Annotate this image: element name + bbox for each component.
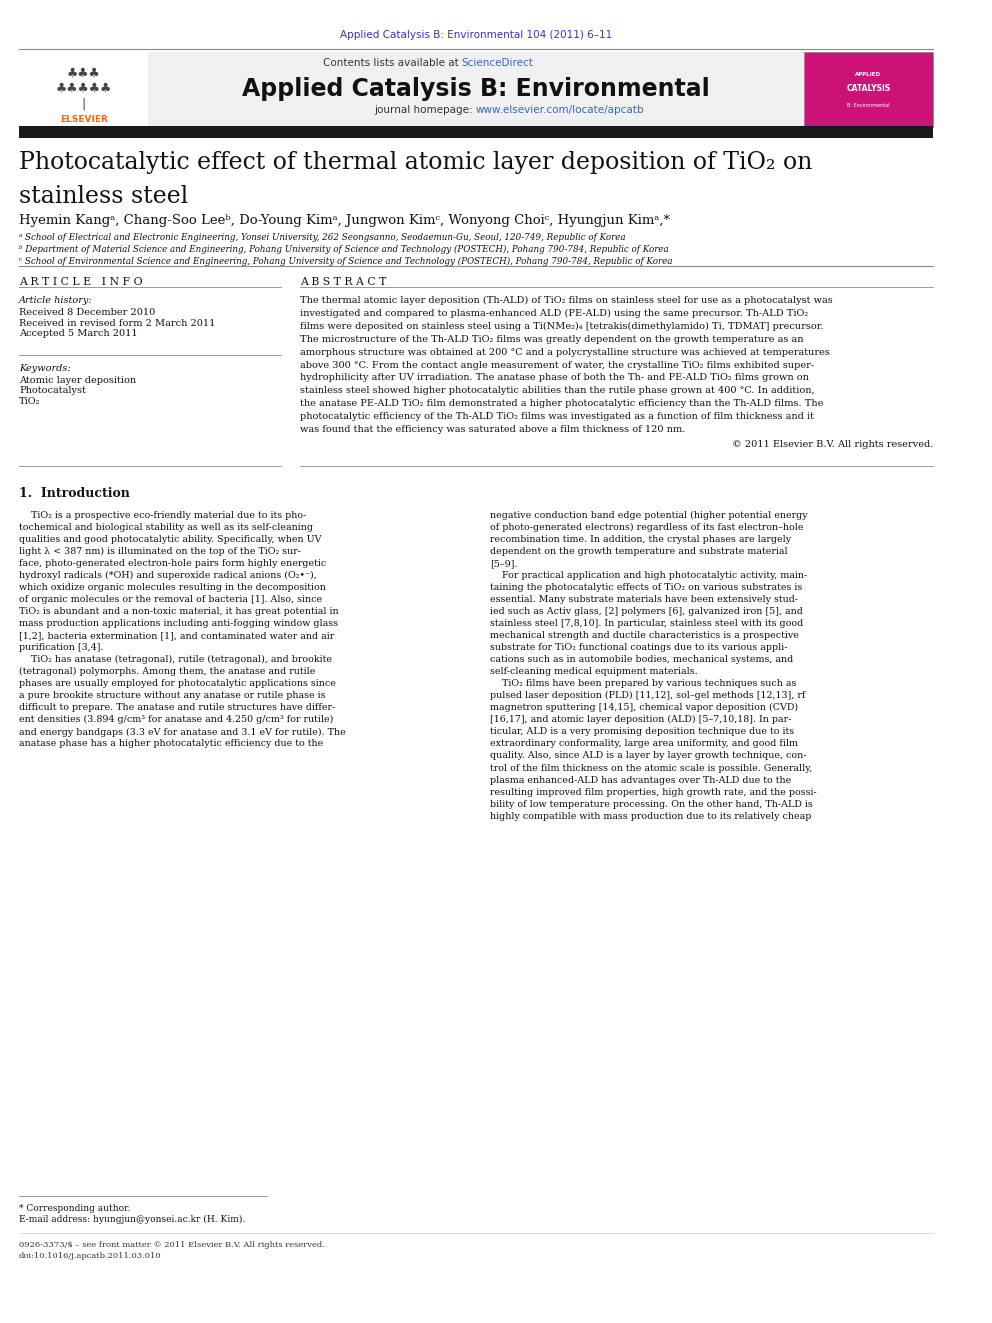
Text: pulsed laser deposition (PLD) [11,12], sol–gel methods [12,13], rf: pulsed laser deposition (PLD) [11,12], s… — [490, 691, 806, 700]
Text: above 300 °C. From the contact angle measurement of water, the crystalline TiO₂ : above 300 °C. From the contact angle mea… — [300, 361, 814, 369]
Text: TiO₂ is a prospective eco-friendly material due to its pho-: TiO₂ is a prospective eco-friendly mater… — [19, 511, 307, 520]
Text: of organic molecules or the removal of bacteria [1]. Also, since: of organic molecules or the removal of b… — [19, 595, 322, 605]
Text: Applied Catalysis B: Environmental: Applied Catalysis B: Environmental — [242, 77, 710, 101]
Text: ELSEVIER: ELSEVIER — [60, 115, 108, 123]
Text: doi:10.1016/j.apcatb.2011.03.010: doi:10.1016/j.apcatb.2011.03.010 — [19, 1252, 162, 1259]
Text: hydrophilicity after UV irradiation. The anatase phase of both the Th- and PE-AL: hydrophilicity after UV irradiation. The… — [300, 373, 808, 382]
Text: ticular, ALD is a very promising deposition technique due to its: ticular, ALD is a very promising deposit… — [490, 728, 795, 737]
Text: investigated and compared to plasma-enhanced ALD (PE-ALD) using the same precurs: investigated and compared to plasma-enha… — [300, 310, 808, 319]
Text: a pure brookite structure without any anatase or rutile phase is: a pure brookite structure without any an… — [19, 691, 325, 700]
Text: Received in revised form 2 March 2011: Received in revised form 2 March 2011 — [19, 319, 215, 328]
Text: dependent on the growth temperature and substrate material: dependent on the growth temperature and … — [490, 546, 788, 556]
Bar — [19, 52, 933, 127]
Text: TiO₂: TiO₂ — [19, 397, 41, 406]
Text: The microstructure of the Th-ALD TiO₂ films was greatly dependent on the growth : The microstructure of the Th-ALD TiO₂ fi… — [300, 335, 804, 344]
Text: mechanical strength and ductile characteristics is a prospective: mechanical strength and ductile characte… — [490, 631, 800, 640]
Text: substrate for TiO₂ functional coatings due to its various appli-: substrate for TiO₂ functional coatings d… — [490, 643, 788, 652]
Bar — [19, 126, 933, 138]
Text: light λ < 387 nm) is illuminated on the top of the TiO₂ sur-: light λ < 387 nm) is illuminated on the … — [19, 546, 301, 556]
Text: difficult to prepare. The anatase and rutile structures have differ-: difficult to prepare. The anatase and ru… — [19, 704, 335, 712]
Text: 0926-3373/$ – see front matter © 2011 Elsevier B.V. All rights reserved.: 0926-3373/$ – see front matter © 2011 El… — [19, 1241, 325, 1249]
Text: ♣♣♣
♣♣♣♣♣
  |: ♣♣♣ ♣♣♣♣♣ | — [56, 67, 112, 110]
Text: stainless steel showed higher photocatalytic abilities than the rutile phase gro: stainless steel showed higher photocatal… — [300, 386, 814, 396]
Text: TiO₂ is abundant and a non-toxic material, it has great potential in: TiO₂ is abundant and a non-toxic materia… — [19, 607, 338, 617]
Text: plasma enhanced-ALD has advantages over Th-ALD due to the: plasma enhanced-ALD has advantages over … — [490, 775, 792, 785]
Text: 1.  Introduction: 1. Introduction — [19, 487, 130, 500]
Text: ᶜ School of Environmental Science and Engineering, Pohang University of Science : ᶜ School of Environmental Science and En… — [19, 257, 673, 266]
Text: TiO₂ has anatase (tetragonal), rutile (tetragonal), and brookite: TiO₂ has anatase (tetragonal), rutile (t… — [19, 655, 332, 664]
Text: of photo-generated electrons) regardless of its fast electron–hole: of photo-generated electrons) regardless… — [490, 523, 804, 532]
Text: Photocatalyst: Photocatalyst — [19, 386, 86, 396]
Text: anatase phase has a higher photocatalytic efficiency due to the: anatase phase has a higher photocatalyti… — [19, 740, 323, 749]
Text: ied such as Activ glass, [2] polymers [6], galvanized iron [5], and: ied such as Activ glass, [2] polymers [6… — [490, 607, 804, 617]
Text: * Corresponding author.: * Corresponding author. — [19, 1204, 130, 1213]
Text: ᵃ School of Electrical and Electronic Engineering, Yonsei University, 262 Seongs: ᵃ School of Electrical and Electronic En… — [19, 233, 626, 242]
Text: was found that the efficiency was saturated above a film thickness of 120 nm.: was found that the efficiency was satura… — [300, 425, 685, 434]
Text: and energy bandgaps (3.3 eV for anatase and 3.1 eV for rutile). The: and energy bandgaps (3.3 eV for anatase … — [19, 728, 346, 737]
Text: For practical application and high photocatalytic activity, main-: For practical application and high photo… — [490, 572, 807, 579]
Text: cations such as in automobile bodies, mechanical systems, and: cations such as in automobile bodies, me… — [490, 655, 794, 664]
Text: the anatase PE-ALD TiO₂ film demonstrated a higher photocatalytic efficiency tha: the anatase PE-ALD TiO₂ film demonstrate… — [300, 400, 823, 407]
Text: The thermal atomic layer deposition (Th-ALD) of TiO₂ films on stainless steel fo: The thermal atomic layer deposition (Th-… — [300, 296, 832, 306]
Text: negative conduction band edge potential (higher potential energy: negative conduction band edge potential … — [490, 511, 807, 520]
Text: Accepted 5 March 2011: Accepted 5 March 2011 — [19, 329, 138, 339]
Text: Keywords:: Keywords: — [19, 364, 70, 373]
Text: qualities and good photocatalytic ability. Specifically, when UV: qualities and good photocatalytic abilit… — [19, 534, 321, 544]
Text: trol of the film thickness on the atomic scale is possible. Generally,: trol of the film thickness on the atomic… — [490, 763, 812, 773]
Text: www.elsevier.com/locate/apcatb: www.elsevier.com/locate/apcatb — [476, 105, 645, 115]
Text: [1,2], bacteria extermination [1], and contaminated water and air: [1,2], bacteria extermination [1], and c… — [19, 631, 334, 640]
Text: Received 8 December 2010: Received 8 December 2010 — [19, 308, 156, 318]
Text: E-mail address: hyungjun@yonsei.ac.kr (H. Kim).: E-mail address: hyungjun@yonsei.ac.kr (H… — [19, 1215, 245, 1224]
Text: ᵇ Department of Material Science and Engineering, Pohang University of Science a: ᵇ Department of Material Science and Eng… — [19, 245, 669, 254]
Text: magnetron sputtering [14,15], chemical vapor deposition (CVD): magnetron sputtering [14,15], chemical v… — [490, 704, 799, 712]
Text: [5–9].: [5–9]. — [490, 558, 518, 568]
Text: self-cleaning medical equipment materials.: self-cleaning medical equipment material… — [490, 667, 698, 676]
Text: APPLIED: APPLIED — [855, 71, 881, 77]
Text: photocatalytic efficiency of the Th-ALD TiO₂ films was investigated as a functio: photocatalytic efficiency of the Th-ALD … — [300, 411, 813, 421]
Text: Hyemin Kangᵃ, Chang-Soo Leeᵇ, Do-Young Kimᵃ, Jungwon Kimᶜ, Wonyong Choiᶜ, Hyungj: Hyemin Kangᵃ, Chang-Soo Leeᵇ, Do-Young K… — [19, 214, 670, 228]
Text: Atomic layer deposition: Atomic layer deposition — [19, 376, 136, 385]
Text: [16,17], and atomic layer deposition (ALD) [5–7,10,18]. In par-: [16,17], and atomic layer deposition (AL… — [490, 716, 792, 725]
Text: B: Environmental: B: Environmental — [847, 103, 890, 108]
Text: A B S T R A C T: A B S T R A C T — [300, 277, 386, 287]
Text: tochemical and biological stability as well as its self-cleaning: tochemical and biological stability as w… — [19, 523, 313, 532]
Text: amorphous structure was obtained at 200 °C and a polycrystalline structure was a: amorphous structure was obtained at 200 … — [300, 348, 829, 357]
Text: CATALYSIS: CATALYSIS — [846, 85, 891, 93]
Text: resulting improved film properties, high growth rate, and the possi-: resulting improved film properties, high… — [490, 787, 817, 796]
Text: journal homepage:: journal homepage: — [374, 105, 476, 115]
Text: Applied Catalysis B: Environmental 104 (2011) 6–11: Applied Catalysis B: Environmental 104 (… — [340, 30, 612, 41]
Text: (tetragonal) polymorphs. Among them, the anatase and rutile: (tetragonal) polymorphs. Among them, the… — [19, 667, 315, 676]
Text: highly compatible with mass production due to its relatively cheap: highly compatible with mass production d… — [490, 811, 811, 820]
Text: extraordinary conformality, large area uniformity, and good film: extraordinary conformality, large area u… — [490, 740, 799, 749]
Text: Contents lists available at: Contents lists available at — [322, 58, 461, 69]
Text: ent densities (3.894 g/cm³ for anatase and 4.250 g/cm³ for rutile): ent densities (3.894 g/cm³ for anatase a… — [19, 716, 333, 725]
Text: stainless steel [7,8,10]. In particular, stainless steel with its good: stainless steel [7,8,10]. In particular,… — [490, 619, 804, 628]
Text: Photocatalytic effect of thermal atomic layer deposition of TiO₂ on: Photocatalytic effect of thermal atomic … — [19, 151, 812, 173]
Text: stainless steel: stainless steel — [19, 185, 188, 208]
Text: taining the photocatalytic effects of TiO₂ on various substrates is: taining the photocatalytic effects of Ti… — [490, 583, 803, 591]
Text: face, photo-generated electron-hole pairs form highly energetic: face, photo-generated electron-hole pair… — [19, 558, 326, 568]
Text: which oxidize organic molecules resulting in the decomposition: which oxidize organic molecules resultin… — [19, 583, 326, 591]
Bar — [805, 52, 933, 127]
Text: films were deposited on stainless steel using a Ti(NMe₂)₄ [tetrakis(dimethylamid: films were deposited on stainless steel … — [300, 321, 823, 331]
Text: purification [3,4].: purification [3,4]. — [19, 643, 103, 652]
Text: TiO₂ films have been prepared by various techniques such as: TiO₂ films have been prepared by various… — [490, 679, 797, 688]
Text: mass production applications including anti-fogging window glass: mass production applications including a… — [19, 619, 338, 628]
Text: hydroxyl radicals (*OH) and superoxide radical anions (O₂•⁻),: hydroxyl radicals (*OH) and superoxide r… — [19, 572, 316, 579]
Text: A R T I C L E   I N F O: A R T I C L E I N F O — [19, 277, 143, 287]
Text: ScienceDirect: ScienceDirect — [461, 58, 534, 69]
Bar — [19, 52, 148, 127]
Text: © 2011 Elsevier B.V. All rights reserved.: © 2011 Elsevier B.V. All rights reserved… — [732, 441, 933, 450]
Text: phases are usually employed for photocatalytic applications since: phases are usually employed for photocat… — [19, 679, 336, 688]
Text: quality. Also, since ALD is a layer by layer growth technique, con-: quality. Also, since ALD is a layer by l… — [490, 751, 806, 761]
Text: essential. Many substrate materials have been extensively stud-: essential. Many substrate materials have… — [490, 595, 799, 605]
Text: recombination time. In addition, the crystal phases are largely: recombination time. In addition, the cry… — [490, 534, 792, 544]
Text: bility of low temperature processing. On the other hand, Th-ALD is: bility of low temperature processing. On… — [490, 799, 813, 808]
Text: Article history:: Article history: — [19, 296, 92, 306]
